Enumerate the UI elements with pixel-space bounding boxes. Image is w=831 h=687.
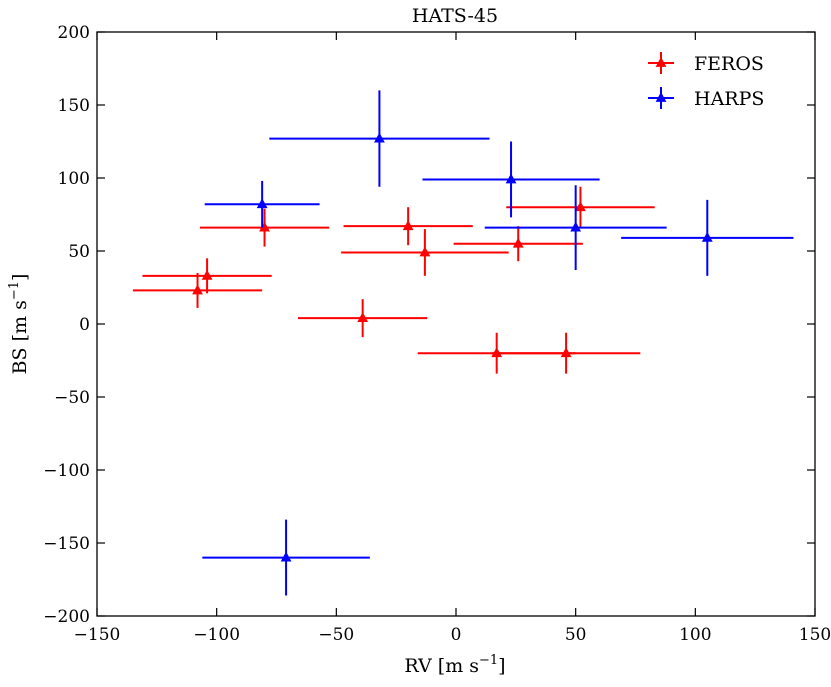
y-axis-title-bracket: ] (9, 274, 31, 281)
legend-item-feros: FEROS (648, 52, 764, 75)
data-point (204, 180, 320, 228)
triangle-marker (419, 246, 431, 257)
legend-swatch-marker (655, 92, 667, 102)
legend-swatch-marker (655, 57, 667, 67)
triangle-marker (201, 269, 213, 280)
y-tick-label: 150 (58, 96, 90, 116)
data-point (341, 229, 509, 276)
chart-title: HATS-45 (412, 5, 498, 27)
x-axis-title-text: RV [m s (404, 655, 479, 677)
y-tick-label: 200 (58, 23, 90, 43)
triangle-marker (505, 173, 517, 184)
x-tick-labels: −150 −100 −50 0 50 100 150 (74, 625, 831, 645)
data-point (621, 199, 794, 276)
x-tick-label: 100 (679, 625, 711, 645)
triangle-marker (192, 284, 203, 295)
y-tick-label: −150 (43, 534, 90, 554)
x-tick-label: 50 (565, 625, 587, 645)
x-tick-label: −50 (318, 625, 354, 645)
triangle-marker (402, 220, 414, 231)
data-point (484, 185, 667, 270)
data-point (202, 519, 370, 596)
triangle-marker (374, 132, 385, 143)
y-axis-title-text: BS [m s (9, 300, 31, 374)
triangle-marker (560, 347, 572, 358)
plot-frame (96, 31, 816, 617)
triangle-marker (575, 201, 586, 212)
data-point (132, 272, 263, 308)
x-axis-title: RV [m s−1] (404, 653, 505, 677)
x-tick-label: 150 (799, 625, 831, 645)
data-point (199, 208, 330, 247)
x-tick-label: 0 (451, 625, 462, 645)
triangle-marker (259, 221, 270, 232)
y-tick-label: −200 (43, 607, 90, 627)
legend: FEROS HARPS (648, 52, 764, 110)
triangle-marker (357, 312, 369, 323)
data-point (343, 207, 473, 246)
data-point (269, 90, 490, 187)
series-feros (132, 186, 655, 374)
x-axis-title-exponent: −1 (479, 653, 498, 668)
triangle-marker (280, 551, 292, 562)
x-tick-label: −100 (193, 625, 240, 645)
triangle-marker (512, 237, 524, 248)
data-point (506, 186, 655, 228)
legend-label: HARPS (694, 88, 764, 110)
y-tick-label: 0 (79, 315, 90, 335)
data-point (491, 332, 641, 374)
y-axis-title: BS [m s−1] (7, 274, 31, 375)
y-tick-label: −100 (43, 461, 90, 481)
triangle-marker (570, 221, 582, 232)
x-tick-label: −150 (74, 625, 121, 645)
legend-item-harps: HARPS (648, 87, 764, 110)
y-tick-label: −50 (54, 388, 90, 408)
triangle-marker (256, 198, 268, 209)
data-point (422, 141, 600, 218)
axis-ticks (96, 31, 816, 617)
y-tick-labels: −200 −150 −100 −50 0 50 100 150 200 (43, 23, 90, 627)
series-harps (202, 90, 794, 596)
data-point (453, 226, 583, 262)
triangle-marker (491, 347, 503, 358)
x-axis-title-bracket: ] (498, 655, 505, 677)
plot-content (132, 90, 794, 596)
data-point (142, 258, 272, 294)
triangle-marker (701, 231, 713, 242)
legend-label: FEROS (694, 53, 764, 75)
y-tick-label: 100 (58, 169, 90, 189)
y-axis-title-exponent: −1 (7, 281, 22, 300)
data-point (298, 299, 428, 338)
y-tick-label: 50 (68, 242, 90, 262)
